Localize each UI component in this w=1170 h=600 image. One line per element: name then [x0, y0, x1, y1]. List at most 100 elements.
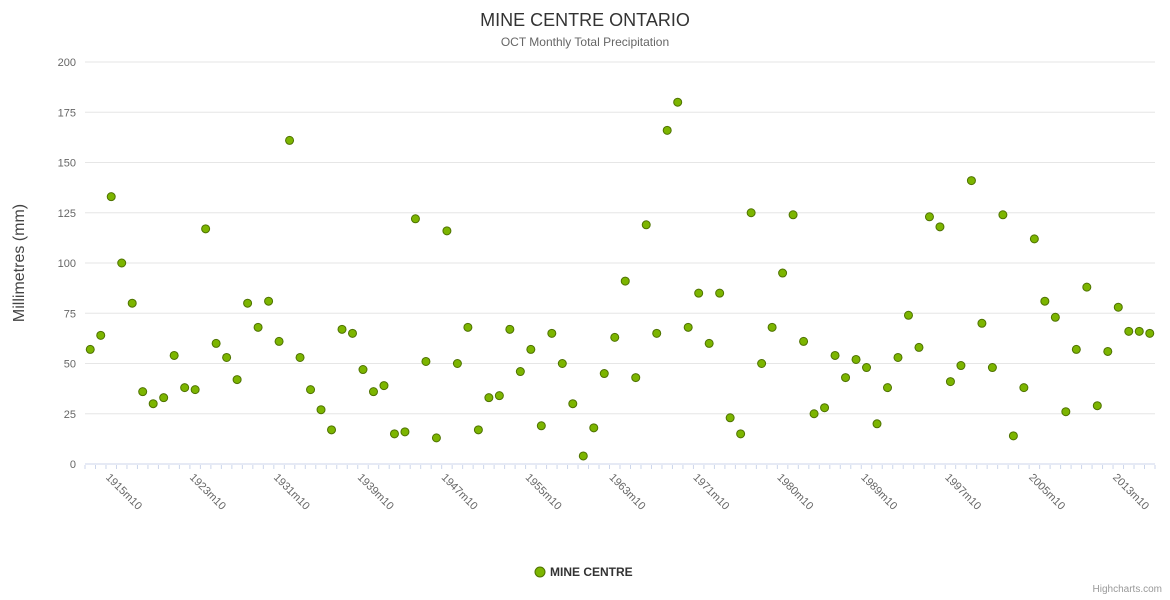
data-point[interactable]	[610, 332, 620, 342]
data-point[interactable]	[599, 369, 609, 379]
data-point[interactable]	[683, 322, 693, 332]
data-point[interactable]	[903, 310, 913, 320]
data-point[interactable]	[977, 318, 987, 328]
data-point[interactable]	[389, 429, 399, 439]
data-point[interactable]	[1082, 282, 1092, 292]
data-point[interactable]	[285, 135, 295, 145]
data-point[interactable]	[159, 393, 169, 403]
data-point[interactable]	[631, 373, 641, 383]
data-point[interactable]	[809, 409, 819, 419]
data-point[interactable]	[1029, 234, 1039, 244]
data-point[interactable]	[117, 258, 127, 268]
data-point[interactable]	[243, 298, 253, 308]
data-point[interactable]	[757, 359, 767, 368]
data-point[interactable]	[1092, 401, 1102, 411]
data-point[interactable]	[295, 352, 305, 362]
data-point[interactable]	[85, 344, 95, 354]
data-point[interactable]	[536, 421, 546, 431]
data-point[interactable]	[935, 222, 945, 232]
data-point[interactable]	[945, 377, 955, 387]
data-point[interactable]	[578, 451, 588, 461]
data-point[interactable]	[998, 210, 1008, 220]
data-point[interactable]	[463, 322, 473, 332]
data-point[interactable]	[327, 425, 337, 435]
data-point[interactable]	[767, 322, 777, 332]
data-point[interactable]	[264, 296, 274, 306]
data-point[interactable]	[589, 423, 599, 433]
data-point[interactable]	[620, 276, 630, 286]
data-point[interactable]	[641, 220, 651, 230]
data-point[interactable]	[148, 399, 158, 409]
data-point[interactable]	[924, 212, 934, 222]
data-point[interactable]	[557, 359, 567, 368]
data-point[interactable]	[400, 427, 410, 437]
data-point[interactable]	[1019, 383, 1029, 393]
data-point[interactable]	[1145, 328, 1155, 338]
data-point[interactable]	[484, 393, 494, 403]
data-point[interactable]	[673, 97, 683, 107]
data-point[interactable]	[715, 288, 725, 298]
data-point[interactable]	[872, 419, 882, 429]
data-point[interactable]	[421, 356, 431, 366]
data-point[interactable]	[505, 324, 515, 334]
data-point[interactable]	[862, 363, 872, 373]
data-point[interactable]	[96, 330, 106, 340]
data-point[interactable]	[547, 328, 557, 338]
data-point[interactable]	[694, 288, 704, 298]
data-point[interactable]	[662, 125, 672, 135]
data-point[interactable]	[274, 336, 284, 346]
data-point[interactable]	[851, 354, 861, 364]
data-point[interactable]	[431, 433, 441, 443]
data-point[interactable]	[316, 405, 326, 415]
data-point[interactable]	[746, 208, 756, 218]
data-point[interactable]	[841, 373, 851, 383]
data-point[interactable]	[337, 324, 347, 334]
legend-item[interactable]: MINE CENTRE	[534, 565, 633, 579]
data-point[interactable]	[1061, 407, 1071, 417]
data-point[interactable]	[1050, 312, 1060, 322]
data-point[interactable]	[348, 328, 357, 338]
data-point[interactable]	[893, 352, 903, 362]
data-point[interactable]	[127, 298, 137, 308]
data-point[interactable]	[222, 352, 232, 362]
data-point[interactable]	[830, 350, 840, 360]
data-point[interactable]	[515, 367, 525, 377]
data-point[interactable]	[473, 425, 483, 435]
data-point[interactable]	[883, 383, 892, 393]
data-point[interactable]	[652, 328, 662, 338]
data-point[interactable]	[820, 403, 830, 413]
data-point[interactable]	[1008, 431, 1018, 441]
data-point[interactable]	[253, 322, 263, 332]
data-point[interactable]	[452, 359, 462, 368]
data-point[interactable]	[201, 224, 211, 234]
data-point[interactable]	[368, 387, 378, 397]
data-point[interactable]	[494, 391, 504, 401]
data-point[interactable]	[190, 385, 200, 395]
data-point[interactable]	[914, 342, 924, 352]
data-point[interactable]	[788, 210, 798, 220]
data-point[interactable]	[778, 268, 788, 278]
data-point[interactable]	[966, 176, 976, 186]
data-point[interactable]	[180, 383, 190, 393]
data-point[interactable]	[799, 336, 809, 346]
data-point[interactable]	[568, 399, 578, 409]
data-point[interactable]	[138, 387, 148, 397]
data-point[interactable]	[1103, 346, 1113, 356]
data-point[interactable]	[379, 381, 389, 391]
data-point[interactable]	[410, 214, 420, 224]
data-point[interactable]	[358, 365, 368, 375]
data-point[interactable]	[956, 361, 966, 371]
data-point[interactable]	[169, 350, 179, 360]
data-point[interactable]	[211, 338, 221, 348]
data-point[interactable]	[1040, 296, 1050, 306]
data-point[interactable]	[736, 429, 746, 439]
data-point[interactable]	[106, 192, 116, 202]
data-point[interactable]	[704, 338, 714, 348]
data-point[interactable]	[1124, 326, 1134, 336]
data-point[interactable]	[306, 385, 316, 395]
data-point[interactable]	[987, 363, 997, 373]
data-point[interactable]	[725, 413, 735, 423]
credits-link[interactable]: Highcharts.com	[1093, 584, 1162, 595]
data-point[interactable]	[526, 344, 536, 354]
data-point[interactable]	[232, 375, 242, 385]
